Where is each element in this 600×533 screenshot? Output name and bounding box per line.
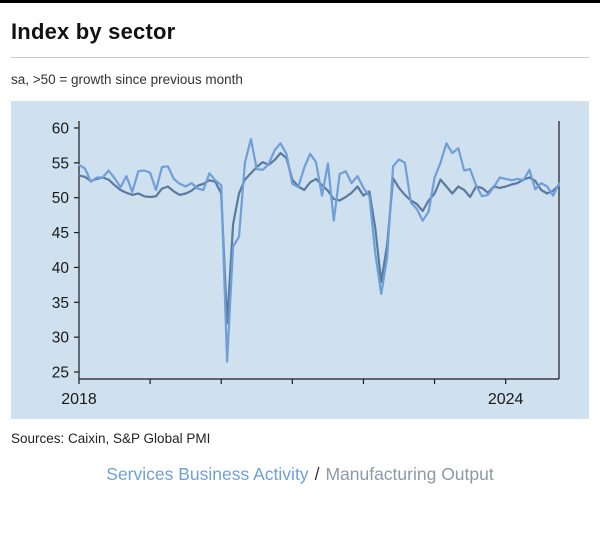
y-tick-label: 40 [52,260,70,277]
y-tick-label: 30 [52,330,70,347]
page: Index by sector sa, >50 = growth since p… [0,19,600,485]
title-divider [11,57,589,58]
chart-panel: 25 30 35 40 45 50 55 60 2018 2024 [11,101,589,419]
legend-services-label: Services Business Activity [106,464,309,484]
top-rule [0,0,600,3]
page-title: Index by sector [11,19,176,44]
y-tick-label: 45 [52,225,69,242]
x-tick-label: 2024 [488,391,524,408]
y-tick-label: 55 [52,155,69,172]
y-tick-label: 50 [52,190,70,207]
y-tick-label: 60 [52,120,70,137]
x-tick-label: 2018 [61,391,97,408]
sector-chart-svg: 25 30 35 40 45 50 55 60 2018 2024 [52,120,561,408]
sources-note: Sources: Caixin, S&P Global PMI [11,431,211,446]
y-tick-label: 35 [52,295,69,312]
chart-subtitle: sa, >50 = growth since previous month [11,72,243,87]
legend-manufacturing-label: Manufacturing Output [325,464,494,484]
legend-separator: / [314,464,320,484]
services-business-activity-line [77,137,561,363]
y-tick-label: 25 [52,365,69,382]
chart-legend: Services Business Activity / Manufacturing… [11,464,589,485]
